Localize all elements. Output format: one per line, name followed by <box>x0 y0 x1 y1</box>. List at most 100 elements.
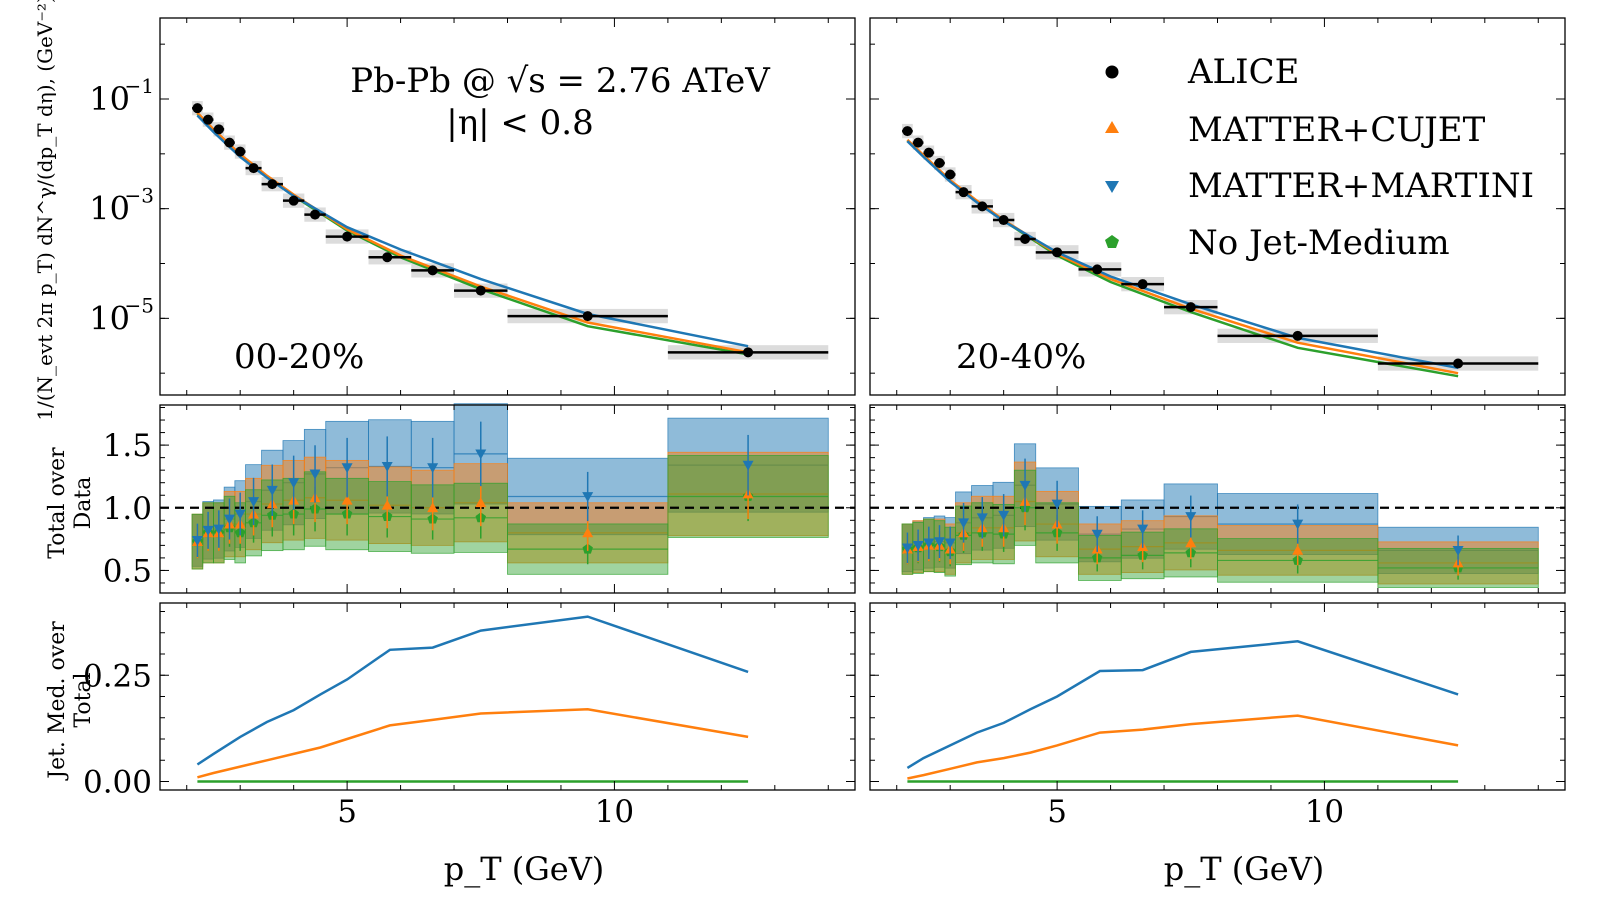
alice-point <box>342 231 353 242</box>
ratio-marker-martini <box>191 535 203 546</box>
ratio-marker-martini <box>944 538 956 549</box>
alice-point <box>998 215 1009 226</box>
alice-point <box>248 163 259 174</box>
axes-layer <box>159 17 1566 791</box>
ratio-marker-martini <box>582 492 594 502</box>
y-tick-label: 0.00 <box>83 765 152 801</box>
ratio-marker-cujet <box>381 499 393 510</box>
fraction-line-cujet <box>907 714 1459 780</box>
legend-label-nojet: No Jet-Medium <box>1188 223 1450 263</box>
y-tick-label: 1.0 <box>103 491 152 527</box>
ratio-marker-cujet <box>341 494 353 505</box>
y-axis-label-fraction-line2: Total <box>71 672 96 727</box>
alice-point <box>224 137 235 148</box>
alice-point <box>213 124 224 135</box>
ratio-marker-martini <box>234 509 246 520</box>
ratio-marker-martini <box>427 463 439 474</box>
legend-label-cujet: MATTER+CUJET <box>1188 110 1486 150</box>
ratio-marker-cujet <box>1185 537 1197 548</box>
alice-point <box>1453 358 1464 369</box>
y-axis-label-ratio-line2: Data <box>71 477 96 530</box>
ratio-marker-martini <box>288 478 300 489</box>
ratio-marker-martini <box>213 524 225 535</box>
fraction-line-martini <box>196 615 749 766</box>
spectrum-line-martini <box>906 140 1459 370</box>
alice-point <box>945 169 956 180</box>
legend-marker-alice <box>1105 65 1119 79</box>
alice-point <box>582 311 593 322</box>
y-tick-label-exponent: −3 <box>125 184 154 208</box>
ratio-marker-martini <box>202 525 214 536</box>
y-tick-label: 10 <box>89 299 130 337</box>
y-axis-label-ratio-line1: Total over <box>45 447 70 559</box>
alice-point <box>958 187 969 198</box>
alice-point <box>427 265 438 276</box>
x-axis-label-1: p_T (GeV) <box>1164 850 1325 888</box>
alice-point <box>267 179 278 190</box>
alice-point <box>1185 302 1196 313</box>
ratio-marker-martini <box>998 510 1010 521</box>
ratio-marker-cujet <box>1292 544 1304 555</box>
ratio-marker-martini <box>901 543 913 554</box>
ratio-marker-martini <box>1137 524 1149 535</box>
ratio-marker-martini <box>1091 529 1103 540</box>
ratio-marker-martini <box>1185 512 1197 523</box>
plot-subtitle: |η| < 0.8 <box>446 103 593 143</box>
x-tick-label: 5 <box>1047 794 1067 830</box>
ratio-marker-cujet <box>427 502 439 513</box>
alice-point <box>1092 264 1103 275</box>
alice-point <box>743 347 754 358</box>
y-tick-label-exponent: −5 <box>125 293 154 317</box>
ratio-marker-martini <box>475 449 487 460</box>
ratio-marker-martini <box>976 513 988 524</box>
ratio-marker-martini <box>1452 545 1464 556</box>
ratio-marker-martini <box>266 485 278 496</box>
alice-point <box>288 195 299 206</box>
legend-marker-martini <box>1105 181 1119 193</box>
fraction-line-cujet <box>197 708 749 779</box>
plot-title: Pb-Pb @ √s = 2.76 ATeV <box>350 61 771 101</box>
alice-point <box>913 137 924 148</box>
ratio-marker-martini <box>1292 519 1304 530</box>
alice-point <box>902 126 913 137</box>
legend: ALICE MATTER+CUJET MATTER+MARTINI No Jet… <box>1105 52 1534 263</box>
x-axis-label-0: p_T (GeV) <box>444 850 605 888</box>
legend-label-martini: MATTER+MARTINI <box>1188 166 1534 206</box>
y-axis-label-spectrum: 1/(N_evt 2π p_T) dN^γ/(dp_T dη), (GeV⁻²) <box>33 0 57 421</box>
legend-marker-cujet <box>1105 121 1119 133</box>
x-tick-label: 10 <box>1305 794 1344 830</box>
ratio-marker-martini <box>248 497 260 508</box>
alice-point <box>1137 279 1148 290</box>
ratio-marker-cujet <box>582 527 594 538</box>
alice-point <box>235 146 246 157</box>
alice-point <box>1052 247 1063 258</box>
legend-label-alice: ALICE <box>1187 52 1299 92</box>
y-tick-label: 10 <box>89 80 130 118</box>
ratio-marker-martini <box>934 537 945 548</box>
ratio-marker-martini <box>341 463 353 474</box>
ratio-marker-martini <box>309 469 321 480</box>
alice-point <box>934 158 945 169</box>
alice-point <box>1292 330 1303 341</box>
ratio-marker-martini <box>224 514 235 525</box>
alice-point <box>475 285 486 296</box>
ratio-marker-cujet <box>475 497 487 508</box>
ratio-marker-martini <box>923 538 935 549</box>
ratio-marker-martini <box>958 518 970 529</box>
y-tick-label: 10 <box>89 190 130 228</box>
alice-point <box>203 114 214 125</box>
ratio-marker-martini <box>742 460 754 471</box>
alice-point <box>310 209 321 220</box>
ratio-marker-martini <box>381 462 393 472</box>
text-layer: Pb-Pb @ √s = 2.76 ATeV |η| < 0.8 00-20% … <box>33 0 1344 888</box>
centrality-label-0: 00-20% <box>234 337 364 377</box>
alice-point <box>977 201 988 212</box>
y-tick-label: 0.25 <box>83 658 152 694</box>
alice-point <box>192 103 203 114</box>
y-tick-label: 0.5 <box>103 553 152 589</box>
x-tick-label: 5 <box>337 794 357 830</box>
alice-point <box>1020 233 1031 244</box>
alice-point <box>382 252 393 263</box>
y-axis-label-fraction-line1: Jet. Med. over <box>45 621 70 781</box>
